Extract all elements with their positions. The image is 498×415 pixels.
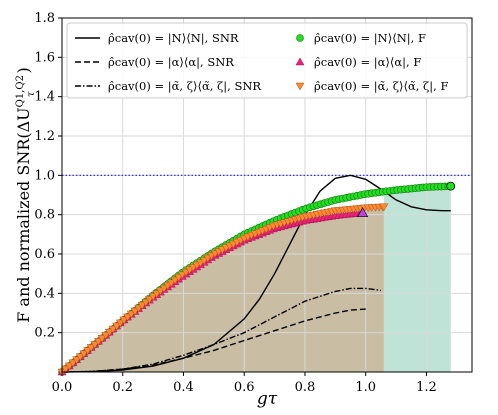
legend-label-0: ρ̂cav(0) = |N⟩⟨N|, SNR (108, 31, 239, 46)
series-5-point (90, 341, 100, 349)
y-axis-label-close: ) (14, 67, 33, 73)
legend-marker-3 (296, 34, 304, 42)
legend-label-4: ρ̂cav(0) = |α⟩⟨α|, F (314, 55, 421, 70)
series-markers-5 (57, 203, 389, 377)
series-5-point (68, 359, 78, 368)
y-tick-label-5: 1.2 (34, 129, 55, 144)
x-tick-label-0: 0.0 (52, 380, 73, 395)
series-5-point (108, 325, 118, 334)
x-tick-label-3: 0.6 (234, 380, 255, 395)
series-5-point (141, 298, 151, 307)
x-tick-label-2: 0.4 (173, 380, 194, 395)
legend-marker-5 (295, 82, 305, 91)
series-5-point (72, 356, 82, 365)
legend-label-5: ρ̂cav(0) = |α̃, ζ⟩⟨α̃, ζ|, F (314, 79, 448, 94)
y-axis-label-superscript: Q1,Q2 (15, 75, 26, 107)
y-axis-label-subscript: τ (26, 91, 37, 97)
series-5-point (112, 322, 122, 331)
x-tick-label-1: 0.2 (112, 380, 133, 395)
legend-box (66, 22, 468, 99)
y-tick-label-4: 1.0 (34, 168, 55, 183)
series-5-point (130, 307, 140, 316)
legend-label-2: ρ̂cav(0) = |α̃, ζ⟩⟨α̃, ζ|, SNR (108, 79, 261, 94)
legend-label-3: ρ̂cav(0) = |N⟩⟨N|, F (314, 31, 426, 46)
series-5-point (79, 350, 89, 359)
y-axis-label-main: F and normalized SNR(ΔU (14, 107, 33, 322)
series-5-point (115, 319, 125, 328)
y-tick-label-3: 0.8 (34, 208, 55, 223)
x-axis-label: gτ (257, 389, 278, 409)
series-5-point (94, 338, 103, 346)
series-5-point (97, 335, 107, 343)
series-5-point (104, 328, 114, 337)
x-tick-label-6: 1.2 (416, 380, 437, 395)
green-end-marker (446, 181, 456, 191)
series-5-point (119, 316, 129, 325)
x-tick-label-5: 1.0 (355, 380, 376, 395)
series-5-point (101, 331, 111, 340)
series-5-point (83, 347, 92, 356)
y-tick-label-6: 1.4 (34, 90, 55, 105)
y-tick-label-7: 1.6 (34, 50, 55, 65)
series-line-1 (61, 308, 366, 373)
series-5-point (75, 353, 85, 362)
legend: ρ̂cav(0) = |N⟩⟨N|, SNR ρ̂cav(0) = |α⟩⟨α|,… (66, 22, 468, 99)
series-5-point (145, 295, 154, 304)
x-tick-label-4: 0.8 (295, 380, 316, 395)
fill-regions (62, 186, 451, 372)
series-5-point (126, 310, 136, 319)
series-5-point (61, 365, 71, 374)
fill-region-green (383, 186, 451, 372)
legend-label-1: ρ̂cav(0) = |α⟩⟨α|, SNR (108, 55, 234, 70)
series-5-point (123, 313, 133, 322)
y-tick-label-0: 0.2 (34, 326, 55, 341)
magenta-end-marker (357, 207, 369, 217)
series-5-point (86, 344, 96, 352)
legend-marker-4 (295, 57, 305, 66)
axis-ticks: 0.0 0.2 0.4 0.6 0.8 1.0 1.2 0.2 0.4 0.6 0.8 1.0 1.2 1… (34, 11, 436, 395)
series-5-point (134, 304, 143, 313)
y-tick-label-1: 0.4 (34, 286, 55, 301)
y-axis-label: F and normalized SNR(ΔUQ1,Q2τ) (14, 67, 37, 323)
y-tick-label-8: 1.8 (34, 11, 55, 26)
series-5-point (64, 362, 74, 371)
fidelity-markers (57, 181, 456, 377)
series-5-point (137, 301, 147, 310)
y-tick-label-2: 0.6 (34, 247, 55, 262)
series-line-2 (61, 287, 381, 373)
fill-region-tan (62, 206, 384, 372)
series-5-point-end (379, 203, 389, 212)
plot-frame (61, 17, 473, 373)
